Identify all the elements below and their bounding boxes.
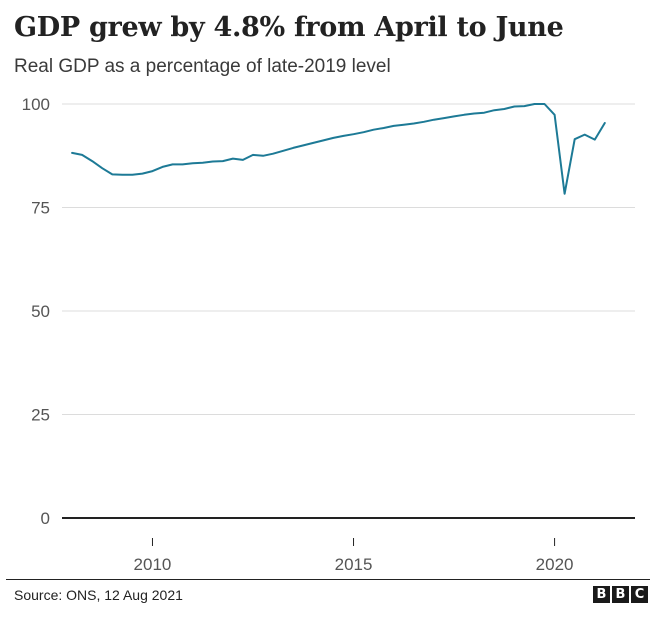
y-tick-label: 0 [41, 509, 50, 528]
x-tick-label: 2015 [335, 555, 373, 574]
gdp-series-line [71, 103, 606, 195]
footer-divider [6, 579, 650, 580]
x-tick-label: 2010 [134, 555, 172, 574]
bbc-logo-letter: C [631, 586, 648, 603]
bbc-logo-letter: B [612, 586, 629, 603]
bbc-logo-letter: B [593, 586, 610, 603]
y-tick-label: 100 [22, 95, 50, 114]
chart-subtitle: Real GDP as a percentage of late-2019 le… [14, 56, 391, 77]
gdp-line-chart: 0 25 50 75 100 2010 2015 2020 [22, 95, 635, 574]
y-tick-label: 75 [31, 199, 50, 218]
chart-title: GDP grew by 4.8% from April to June [14, 12, 564, 43]
x-tick-label: 2020 [536, 555, 574, 574]
y-tick-label: 50 [31, 302, 50, 321]
source-note: Source: ONS, 12 Aug 2021 [14, 587, 183, 603]
bbc-logo: B B C [593, 586, 648, 603]
y-tick-label: 25 [31, 406, 50, 425]
